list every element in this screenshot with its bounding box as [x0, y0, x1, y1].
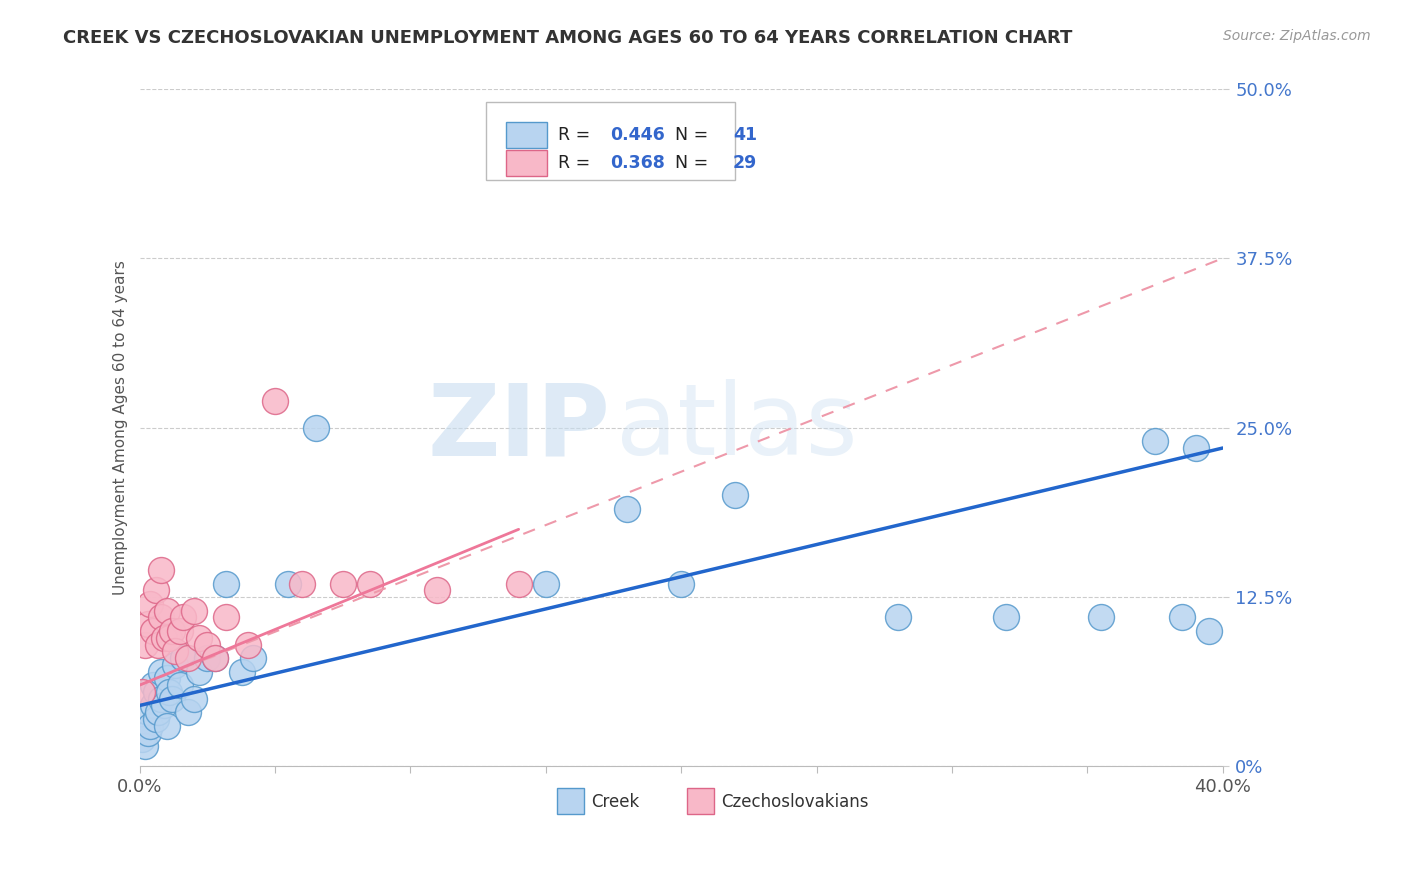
Text: ZIP: ZIP	[427, 379, 610, 476]
Point	[995, 610, 1018, 624]
Text: atlas: atlas	[616, 379, 858, 476]
Point	[142, 624, 165, 638]
Point	[534, 576, 557, 591]
Point	[145, 583, 167, 598]
Point	[153, 631, 176, 645]
Point	[204, 651, 226, 665]
Point	[169, 624, 191, 638]
Point	[231, 665, 253, 679]
Text: N =: N =	[664, 154, 713, 172]
Text: R =: R =	[558, 154, 595, 172]
Point	[236, 638, 259, 652]
Point	[157, 685, 180, 699]
Point	[139, 719, 162, 733]
Point	[139, 597, 162, 611]
Point	[188, 665, 211, 679]
Point	[887, 610, 910, 624]
Point	[150, 610, 173, 624]
Point	[242, 651, 264, 665]
Point	[163, 657, 186, 672]
Point	[145, 712, 167, 726]
Point	[131, 732, 153, 747]
Point	[148, 638, 170, 652]
Text: Source: ZipAtlas.com: Source: ZipAtlas.com	[1223, 29, 1371, 43]
Point	[277, 576, 299, 591]
Point	[669, 576, 692, 591]
Point	[150, 665, 173, 679]
Point	[157, 631, 180, 645]
Point	[142, 698, 165, 713]
Point	[359, 576, 381, 591]
Point	[426, 583, 449, 598]
Point	[616, 502, 638, 516]
Bar	[557, 789, 583, 814]
Point	[264, 393, 287, 408]
Point	[1198, 624, 1220, 638]
Point	[145, 685, 167, 699]
Point	[332, 576, 354, 591]
Point	[163, 644, 186, 658]
Point	[177, 706, 200, 720]
Point	[291, 576, 314, 591]
Point	[183, 691, 205, 706]
Point	[169, 678, 191, 692]
Point	[150, 691, 173, 706]
Point	[172, 651, 194, 665]
Point	[508, 576, 530, 591]
Point	[134, 739, 156, 753]
Point	[155, 672, 177, 686]
Point	[160, 624, 183, 638]
Text: R =: R =	[558, 126, 595, 145]
Point	[1143, 434, 1166, 449]
Text: 0.446: 0.446	[610, 126, 665, 145]
Point	[150, 563, 173, 577]
Point	[724, 488, 747, 502]
Point	[136, 706, 159, 720]
Text: CREEK VS CZECHOSLOVAKIAN UNEMPLOYMENT AMONG AGES 60 TO 64 YEARS CORRELATION CHAR: CREEK VS CZECHOSLOVAKIAN UNEMPLOYMENT AM…	[63, 29, 1073, 46]
Bar	[686, 789, 714, 814]
Point	[153, 698, 176, 713]
Bar	[486, 103, 735, 180]
Point	[183, 604, 205, 618]
Point	[172, 610, 194, 624]
Point	[304, 420, 326, 434]
Text: 29: 29	[733, 154, 758, 172]
Point	[188, 631, 211, 645]
Point	[142, 678, 165, 692]
Text: 41: 41	[733, 126, 758, 145]
Point	[136, 725, 159, 739]
Text: N =: N =	[664, 126, 713, 145]
Point	[215, 576, 238, 591]
Point	[1171, 610, 1194, 624]
Point	[134, 638, 156, 652]
Point	[155, 719, 177, 733]
Text: Creek: Creek	[591, 793, 640, 811]
Point	[204, 651, 226, 665]
Point	[155, 604, 177, 618]
Point	[148, 706, 170, 720]
Point	[1184, 441, 1206, 455]
Bar	[506, 151, 547, 176]
Point	[195, 638, 218, 652]
Point	[177, 651, 200, 665]
Point	[160, 691, 183, 706]
Point	[131, 685, 153, 699]
Point	[215, 610, 238, 624]
Text: Czechoslovakians: Czechoslovakians	[721, 793, 869, 811]
Point	[1090, 610, 1112, 624]
Point	[195, 651, 218, 665]
Point	[136, 617, 159, 632]
Text: 0.368: 0.368	[610, 154, 665, 172]
Y-axis label: Unemployment Among Ages 60 to 64 years: Unemployment Among Ages 60 to 64 years	[114, 260, 128, 595]
Bar	[506, 122, 547, 148]
